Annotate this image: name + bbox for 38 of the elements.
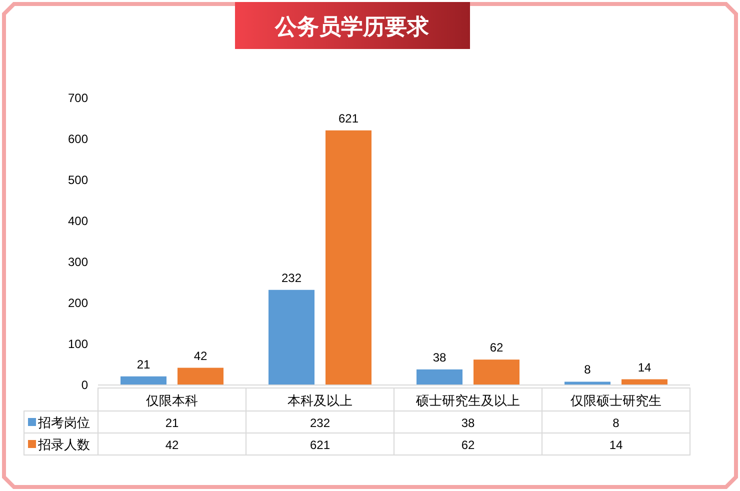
text: 42	[165, 438, 179, 452]
text: 232	[310, 416, 330, 430]
bar	[268, 290, 314, 385]
text: 14	[609, 438, 623, 452]
legend-label: 招录人数	[37, 437, 90, 452]
y-tick-label: 600	[68, 132, 88, 146]
y-tick-label: 200	[68, 296, 88, 310]
data-label: 62	[490, 340, 504, 355]
bar	[178, 368, 224, 385]
bar	[416, 369, 462, 385]
bar	[564, 382, 610, 385]
data-label: 21	[136, 357, 150, 372]
y-tick-label: 400	[68, 214, 88, 228]
chart-title: 公务员学历要求	[274, 14, 430, 39]
text: 8	[612, 416, 620, 430]
x-tick-label: 仅限本科	[146, 393, 198, 408]
y-tick-label: 100	[68, 337, 88, 351]
x-tick-label: 硕士研究生及以上	[415, 393, 520, 408]
y-tick-label: 500	[68, 173, 88, 187]
y-tick-label: 700	[68, 91, 88, 105]
text: 621	[310, 438, 330, 452]
data-label: 232	[281, 270, 302, 285]
text: 62	[461, 438, 475, 452]
text: 21	[165, 416, 179, 430]
bar	[120, 376, 166, 385]
bar	[474, 360, 520, 385]
data-label: 8	[584, 362, 592, 377]
x-tick-label: 仅限硕士研究生	[570, 393, 662, 408]
data-label: 38	[432, 350, 446, 364]
y-tick-label: 300	[68, 255, 88, 269]
data-label: 14	[638, 360, 652, 374]
legend-label: 招考岗位	[37, 415, 90, 430]
y-tick-label: 0	[81, 378, 88, 392]
bar	[326, 130, 372, 385]
data-label: 621	[338, 111, 359, 126]
text: 38	[461, 416, 475, 430]
x-tick-label: 本科及以上	[288, 393, 352, 408]
data-label: 42	[194, 348, 208, 363]
